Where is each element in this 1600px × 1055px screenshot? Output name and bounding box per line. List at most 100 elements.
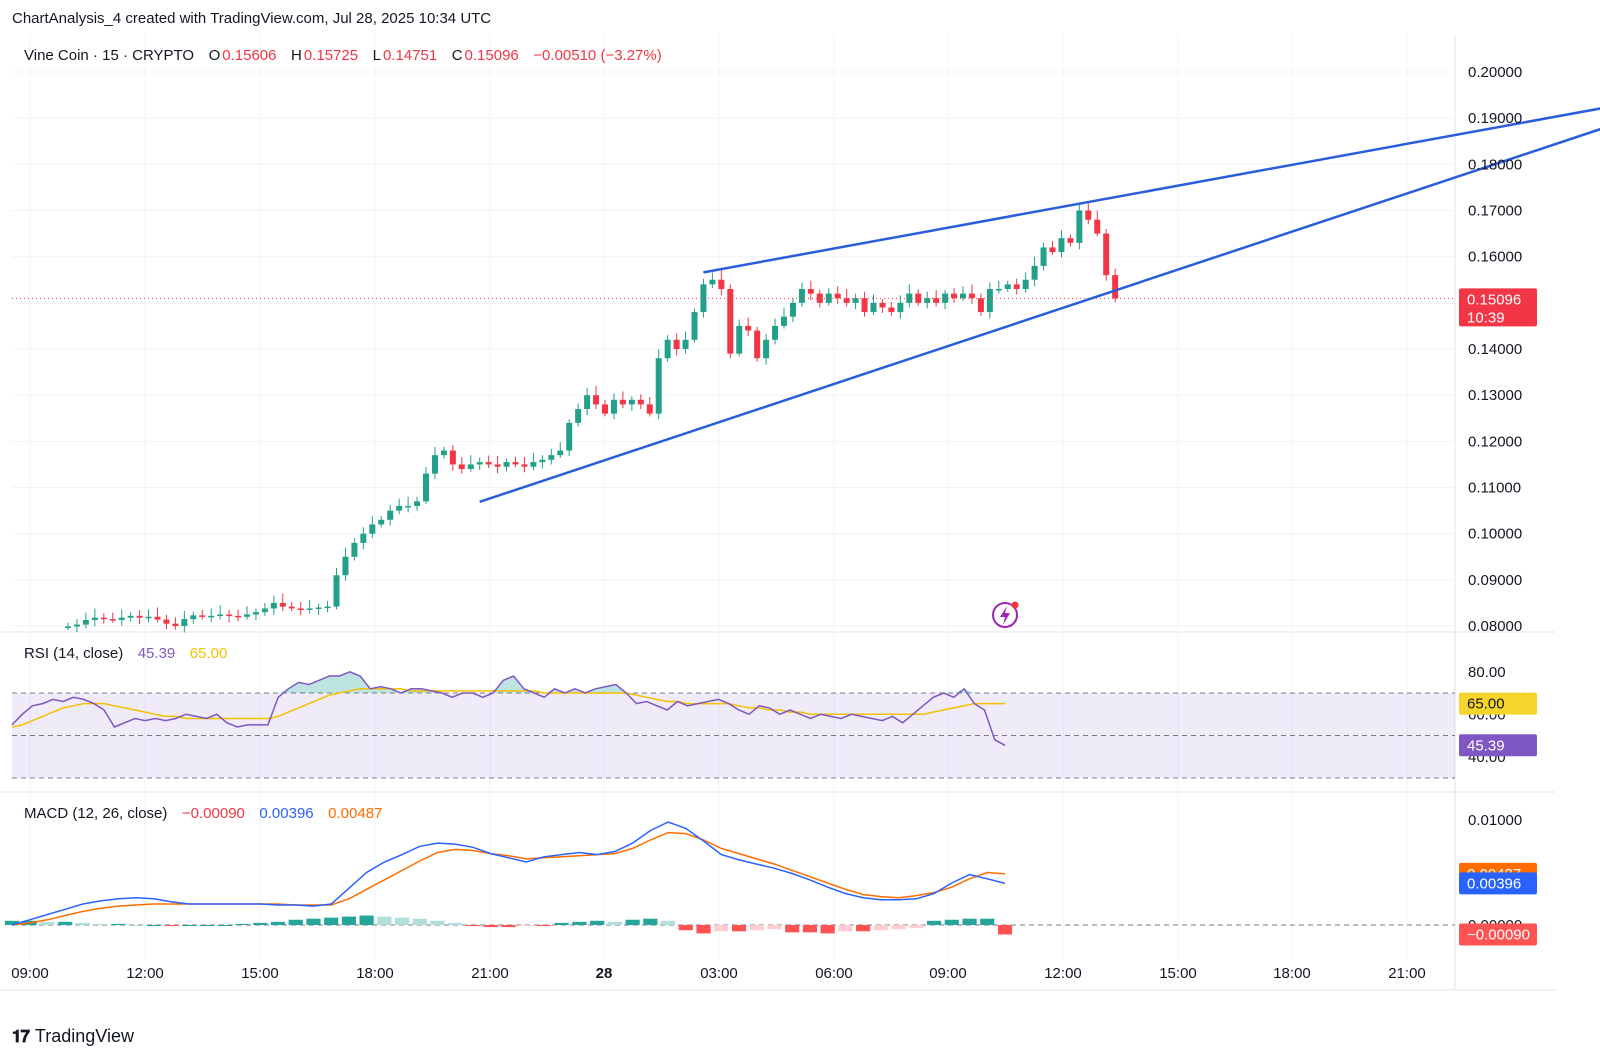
time-tick-label: 09:00	[929, 965, 967, 982]
price-tick-label: 0.20000	[1468, 64, 1522, 81]
candle-body	[888, 307, 895, 313]
macd-hist-bar	[359, 915, 374, 925]
rsi-label[interactable]: RSI (14, close)	[24, 645, 124, 662]
candle-body	[100, 617, 107, 620]
macd-hist-bar	[536, 925, 552, 927]
macd-signal-line	[11, 831, 1006, 926]
time-tick-label: 28	[596, 965, 613, 982]
close-value: 0.15096	[464, 47, 519, 64]
price-tick-label: 0.16000	[1468, 249, 1522, 266]
macd-hist-bar	[980, 918, 995, 925]
candles	[12, 203, 1455, 633]
brand-footer[interactable]: 𝟏𝟕 TradingView	[12, 1026, 134, 1047]
time-tick-label: 21:00	[471, 965, 509, 982]
macd-hist-bar	[944, 919, 959, 925]
candle-body	[915, 293, 922, 303]
macd-hist-bar	[4, 920, 20, 925]
candle-body	[235, 615, 242, 618]
macd-legend[interactable]: MACD (12, 26, close) −0.00090 0.00396 0.…	[24, 805, 384, 822]
candle-body	[503, 462, 510, 467]
candle-body	[1067, 238, 1074, 243]
candle-body	[691, 312, 698, 340]
candle-body	[1013, 284, 1020, 289]
candle-body	[897, 302, 904, 313]
macd-hist-bar	[146, 925, 161, 926]
candle-body	[136, 615, 143, 618]
macd-hist-badge-bg	[1459, 923, 1537, 946]
candle-body	[476, 462, 483, 465]
trendline-lower	[479, 127, 1600, 503]
candle-body	[315, 607, 322, 610]
macd-hist-bar	[590, 920, 605, 925]
macd-hist-bar	[430, 920, 445, 925]
axes: 0.20000 0.19000 0.18000 0.17000 0.16000 0.140…	[11, 64, 1522, 982]
candle-body	[906, 293, 913, 303]
macd-hist-bar	[377, 916, 392, 925]
candle-body	[1058, 238, 1065, 253]
macd-line	[11, 821, 1006, 926]
candle-body	[736, 325, 743, 354]
macd-hist-bar	[820, 925, 835, 934]
macd-hist-bar	[660, 920, 676, 925]
close-label: C	[451, 47, 463, 64]
candle-body	[610, 399, 617, 414]
macd-hist-bar	[182, 925, 197, 926]
candle-body	[118, 617, 125, 620]
last-price-badge-bg	[1459, 288, 1537, 327]
candle-body	[82, 619, 89, 625]
macd-hist-bar	[519, 925, 534, 927]
candle-body	[190, 615, 197, 620]
grid	[0, 35, 1555, 991]
macd-hist-bar	[270, 921, 286, 925]
trendlines[interactable]	[479, 97, 1600, 503]
macd-hist-bar	[554, 922, 569, 925]
time-tick-label: 03:00	[700, 965, 738, 982]
candle-body	[709, 279, 716, 285]
open-label: O	[208, 47, 221, 64]
macd-hist-bar	[926, 920, 942, 925]
rsi-value-badge: 45.39	[1459, 734, 1537, 757]
rsi-band	[12, 692, 1455, 779]
macd-hist-bar	[607, 921, 622, 925]
candle-body	[521, 464, 528, 467]
macd-hist-bar	[731, 925, 747, 932]
symbol-label[interactable]: Vine Coin · 15 · CRYPTO	[24, 47, 195, 64]
candle-body	[700, 284, 707, 313]
time-tick-label: 15:00	[241, 965, 279, 982]
candle-body	[351, 542, 358, 557]
candle-body	[789, 302, 796, 317]
candle-body	[252, 612, 259, 615]
macd-tick-label: 0.01000	[1468, 812, 1522, 829]
macd-hist-bar	[483, 925, 498, 928]
candle-body	[1076, 210, 1083, 243]
macd-hist-bar	[997, 925, 1013, 935]
candle-body	[986, 288, 993, 313]
macd-value-badge: 0.00396	[1459, 872, 1537, 895]
macd-hist-bar	[891, 925, 906, 930]
macd-hist-bar	[217, 925, 232, 926]
candle-body	[261, 608, 268, 613]
macd-hist-bar	[802, 925, 818, 933]
candle-body	[270, 602, 277, 609]
macd-value: 0.00396	[259, 805, 314, 822]
candle-body	[575, 409, 582, 423]
candle-body	[593, 395, 600, 405]
candle-body	[637, 399, 644, 405]
rsi-legend[interactable]: RSI (14, close) 45.39 65.00	[24, 645, 229, 662]
flash-icon	[992, 601, 1019, 628]
candle-body	[942, 293, 949, 303]
candle-body	[458, 464, 465, 470]
candle-body	[584, 395, 591, 410]
candle-body	[226, 614, 233, 616]
macd-label[interactable]: MACD (12, 26, close)	[24, 805, 168, 822]
rsi-overbought-fill	[12, 671, 1005, 693]
macd-hist-bar	[253, 922, 268, 925]
time-tick-label: 15:00	[1159, 965, 1197, 982]
candle-body	[1022, 279, 1029, 289]
candle-body	[977, 298, 984, 313]
last-price-badge-text: 10:39	[1467, 309, 1505, 326]
macd-hist-bar	[625, 919, 640, 925]
main-legend[interactable]: Vine Coin · 15 · CRYPTO O 0.15606 H 0.1572…	[24, 47, 664, 64]
